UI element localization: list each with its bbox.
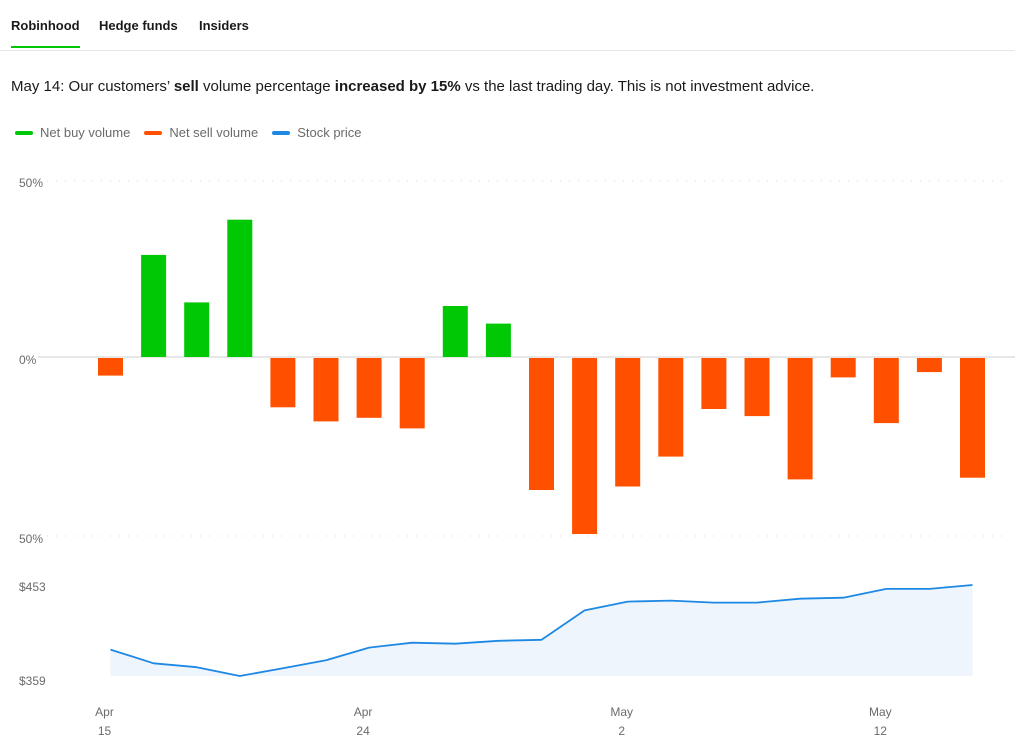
volume-bar bbox=[873, 358, 899, 424]
x-tick-month-label: May bbox=[869, 705, 892, 719]
x-tick-day-label: 24 bbox=[356, 724, 370, 738]
volume-bar bbox=[960, 358, 985, 478]
x-tick-day-label: 15 bbox=[98, 724, 112, 738]
legend-label-buy: Net buy volume bbox=[40, 125, 131, 140]
legend-item-buy[interactable]: Net buy volume bbox=[15, 125, 130, 140]
tab-bar: Robinhood Hedge funds Insiders bbox=[0, 0, 1015, 51]
volume-bar bbox=[227, 219, 253, 357]
summary-middle: volume percentage bbox=[198, 78, 335, 95]
volume-bar bbox=[529, 358, 554, 490]
price-y-tick-label: $453 bbox=[19, 580, 46, 594]
volume-bar bbox=[916, 358, 942, 373]
volume-bar bbox=[658, 358, 684, 457]
tab-robinhood[interactable]: Robinhood bbox=[11, 18, 80, 48]
legend-swatch-buy bbox=[15, 130, 33, 135]
volume-bar bbox=[485, 323, 511, 357]
legend-item-sell[interactable]: Net sell volume bbox=[144, 125, 258, 140]
x-tick-month-label: Apr bbox=[354, 705, 373, 719]
x-tick-month-label: May bbox=[610, 705, 633, 719]
price-area-fill bbox=[110, 585, 973, 676]
volume-bar bbox=[98, 358, 123, 376]
volume-bar bbox=[313, 358, 339, 422]
volume-bar bbox=[701, 358, 727, 409]
legend-swatch-price bbox=[272, 130, 291, 135]
summary-strong-increase: increased by 15% bbox=[334, 78, 461, 95]
legend-label-sell: Net sell volume bbox=[169, 125, 259, 140]
volume-bar bbox=[830, 358, 856, 378]
volume-y-tick-label: 50% bbox=[19, 176, 43, 190]
price-y-tick-label: $359 bbox=[19, 674, 46, 688]
tab-insiders[interactable]: Insiders bbox=[199, 18, 249, 33]
volume-bar bbox=[356, 358, 382, 418]
legend-swatch-sell bbox=[144, 130, 163, 135]
legend-label-price: Stock price bbox=[297, 125, 362, 140]
volume-bar bbox=[184, 302, 210, 357]
volume-y-tick-label: 0% bbox=[19, 353, 37, 367]
volume-bar bbox=[141, 254, 167, 357]
volume-bar bbox=[572, 358, 598, 534]
legend-item-price[interactable]: Stock price bbox=[272, 125, 362, 140]
volume-bar bbox=[787, 358, 813, 480]
x-tick-day-label: 12 bbox=[874, 724, 888, 738]
summary-prefix: May 14: Our customers’ bbox=[11, 78, 174, 95]
summary-strong-sell: sell bbox=[173, 78, 199, 95]
volume-bar bbox=[744, 358, 770, 417]
volume-bar bbox=[615, 358, 641, 487]
volume-bar bbox=[399, 358, 425, 429]
price-line bbox=[110, 584, 973, 677]
tab-hedge-funds[interactable]: Hedge funds bbox=[99, 18, 178, 33]
volume-bar bbox=[270, 358, 296, 408]
x-tick-month-label: Apr bbox=[95, 705, 114, 719]
x-tick-day-label: 2 bbox=[618, 724, 625, 738]
volume-bar bbox=[442, 306, 468, 357]
summary-text: May 14: Our customers’ sell volume perce… bbox=[11, 78, 814, 95]
volume-y-tick-label: 50% bbox=[19, 532, 43, 546]
summary-suffix: vs the last trading day. This is not inv… bbox=[460, 78, 815, 95]
chart-legend: Net buy volume Net sell volume Stock pri… bbox=[15, 125, 376, 140]
